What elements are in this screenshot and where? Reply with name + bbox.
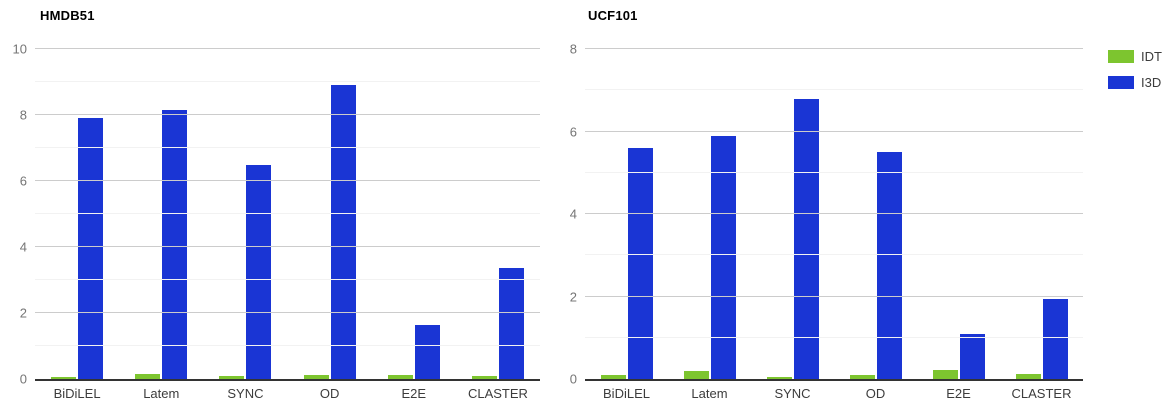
gridline-y1 [35, 345, 540, 346]
bar-i3d-latem [162, 110, 188, 379]
bar-idt-latem [683, 370, 709, 379]
x-category-label: SYNC [774, 386, 811, 401]
y-tick-label: 0 [569, 371, 577, 387]
gridline-y6 [585, 130, 1083, 132]
x-category-label: BiDiLEL [603, 386, 650, 401]
x-category-label: CLASTER [467, 386, 528, 401]
gridline-y7 [585, 89, 1083, 91]
y-tick-label: 2 [569, 289, 577, 304]
bar-group-e2e [917, 49, 1000, 379]
bar-idt-latem [135, 374, 161, 379]
gridline-y8 [35, 114, 540, 115]
x-category-label: E2E [946, 386, 971, 401]
y-tick-label: 6 [569, 124, 577, 139]
bar-i3d-bidilel [627, 148, 653, 379]
legend-label: IDT [1141, 49, 1162, 64]
bar-i3d-bidilel [78, 118, 104, 379]
gridline-y9 [35, 81, 540, 82]
y-tick-label: 2 [19, 305, 27, 321]
gridline-y2 [585, 295, 1083, 297]
bar-i3d-latem [710, 135, 736, 379]
bar-i3d-claster [1042, 298, 1068, 379]
gridline-y3 [585, 254, 1083, 256]
x-category-label: Latem [143, 386, 180, 401]
x-category-label: E2E [401, 386, 427, 401]
y-tick-label: 0 [19, 371, 27, 387]
bar-idt-od [303, 375, 329, 379]
bar-i3d-e2e [414, 324, 440, 379]
x-category-label: Latem [691, 386, 728, 401]
legend-swatch-i3d [1108, 76, 1134, 89]
gridline-y5 [585, 171, 1083, 173]
y-tick-label: 8 [19, 107, 27, 123]
bar-group-latem [119, 49, 203, 379]
bar-group-sync [751, 49, 834, 379]
y-axis-labels: 0 2 4 6 8 10 [0, 43, 27, 386]
bar-chart-hmdb51: HMDB51 0 2 4 6 8 10 BiDiLEL Latem SYNC OD E2E CLAS… [13, 8, 540, 401]
x-category-label: CLASTER [1011, 386, 1072, 401]
legend-item-idt: IDT [1108, 49, 1162, 64]
x-category-label: SYNC [227, 386, 264, 401]
chart-title: UCF101 [588, 8, 638, 23]
bar-group-bidilel [585, 49, 668, 379]
gridline-y8 [585, 48, 1083, 49]
bar-idt-od [849, 374, 875, 379]
bar-idt-e2e [387, 375, 413, 379]
y-tick-label: 10 [12, 41, 27, 57]
bar-idt-sync [219, 375, 245, 379]
bar-idt-claster [1015, 373, 1041, 379]
gridline-y4 [35, 246, 540, 247]
x-category-label: BiDiLEL [53, 386, 101, 401]
bar-chart-ucf101: UCF101 0 2 4 6 8 BiDiLEL Latem SYNC OD E2E CLASTE… [550, 0, 1176, 412]
bar-idt-bidilel [600, 374, 626, 379]
gridline-y1 [585, 336, 1083, 338]
chart-title: HMDB51 [40, 8, 95, 23]
bar-i3d-od [876, 152, 902, 379]
bar-group-bidilel [35, 49, 119, 379]
gridline-y6 [35, 180, 540, 181]
bar-group-latem [668, 49, 751, 379]
bar-idt-e2e [932, 369, 958, 379]
bar-i3d-sync [793, 98, 819, 379]
bar-group-claster [1000, 49, 1083, 379]
gridline-y3 [35, 279, 540, 280]
legend-label: I3D [1141, 75, 1162, 90]
y-tick-label: 4 [19, 239, 27, 255]
bars-container [35, 49, 540, 379]
bar-group-sync [203, 49, 287, 379]
bar-i3d-e2e [959, 333, 985, 379]
bars-container [585, 49, 1083, 379]
bar-group-e2e [372, 49, 456, 379]
gridline-y7 [35, 147, 540, 148]
x-category-label: OD [319, 386, 340, 401]
gridline-y5 [35, 213, 540, 214]
legend: IDT I3D [1108, 49, 1162, 101]
gridline-y4 [585, 213, 1083, 214]
bar-group-claster [456, 49, 540, 379]
bar-group-od [834, 49, 917, 379]
legend-swatch-idt [1108, 50, 1134, 63]
bar-idt-claster [471, 375, 497, 379]
bar-group-od [288, 49, 372, 379]
bar-i3d-od [330, 85, 356, 379]
gridline-y2 [35, 312, 540, 313]
plot-area: 0 2 4 6 8 10 [13, 43, 540, 386]
legend-item-i3d: I3D [1108, 75, 1162, 90]
bar-i3d-sync [246, 164, 272, 379]
x-axis-labels: BiDiLEL Latem SYNC OD E2E CLASTER [35, 386, 540, 401]
plot-area: 0 2 4 6 8 [570, 43, 1083, 386]
x-category-label: OD [865, 386, 886, 401]
y-tick-label: 6 [19, 173, 27, 189]
bar-idt-bidilel [51, 376, 77, 379]
gridline-y10 [35, 48, 540, 49]
y-axis-labels: 0 2 4 6 8 [547, 43, 577, 386]
y-tick-label: 4 [569, 206, 577, 222]
y-tick-label: 8 [569, 41, 577, 57]
x-axis-labels: BiDiLEL Latem SYNC OD E2E CLASTER [585, 386, 1083, 401]
bar-idt-sync [766, 376, 792, 379]
bar-i3d-claster [498, 268, 524, 379]
